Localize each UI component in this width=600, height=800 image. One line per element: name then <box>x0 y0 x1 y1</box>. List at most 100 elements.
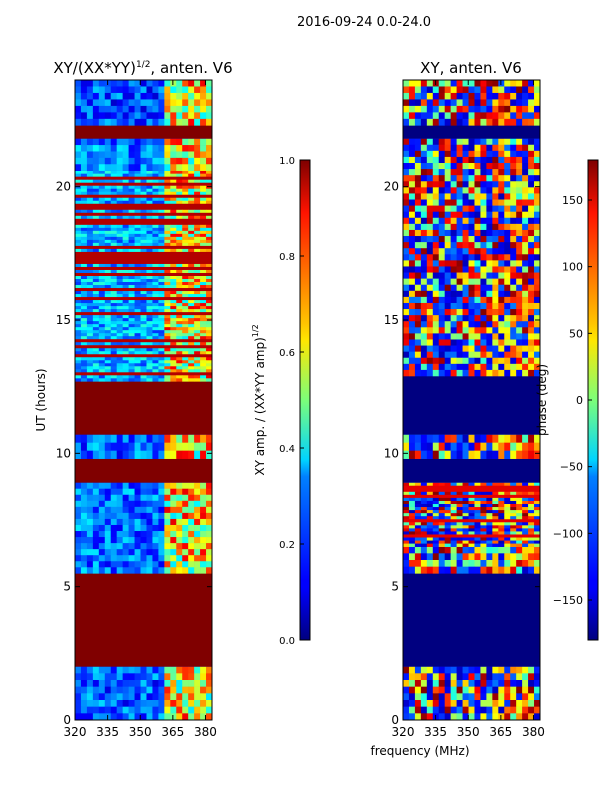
heatmap-cell <box>414 553 422 561</box>
heatmap-cell <box>206 488 212 496</box>
heatmap-cell <box>510 537 517 541</box>
heatmap-cell <box>158 239 165 244</box>
heatmap-cell <box>80 324 88 328</box>
heatmap-cell <box>116 315 123 319</box>
heatmap-cell <box>408 491 416 496</box>
heatmap-cell <box>522 553 529 561</box>
heatmap-cell <box>164 303 171 307</box>
heatmap-cell <box>200 378 207 382</box>
heatmap-cell <box>438 290 445 298</box>
heatmap-cell <box>116 179 123 184</box>
heatmap-cell <box>498 278 505 286</box>
heatmap-cell <box>98 375 106 379</box>
heatmap-cell <box>164 506 171 514</box>
heatmap-cell <box>414 99 422 107</box>
heatmap-cell <box>426 229 434 237</box>
heatmap-cell <box>474 434 481 443</box>
heatmap-cell <box>128 686 135 694</box>
heatmap-cell <box>176 215 183 220</box>
heatmap-cell <box>146 145 153 152</box>
heatmap-cell <box>498 217 505 225</box>
heatmap-cell <box>140 300 147 304</box>
heatmap-cell <box>188 164 195 171</box>
heatmap-cell <box>104 686 112 694</box>
heatmap-cell <box>188 236 195 241</box>
heatmap-cell <box>516 434 523 443</box>
heatmap-cell <box>128 360 135 364</box>
heatmap-cell <box>170 291 177 295</box>
heatmap-cell <box>98 300 106 304</box>
heatmap-cell <box>176 693 183 701</box>
heatmap-cell <box>468 363 475 371</box>
heatmap-cell <box>510 327 517 334</box>
heatmap-cell <box>158 488 165 496</box>
heatmap-cell <box>164 236 171 241</box>
heatmap-cell <box>206 282 212 286</box>
heatmap-cell <box>456 369 463 377</box>
heatmap-cell <box>408 223 416 231</box>
heatmap-cell <box>200 494 207 502</box>
heatmap-cell <box>176 327 183 331</box>
heatmap-cell <box>170 366 177 370</box>
heatmap-cell <box>468 510 475 514</box>
heatmap-cell <box>200 327 207 331</box>
heatmap-cell <box>75 561 82 568</box>
heatmap-cell <box>86 518 94 526</box>
heatmap-cell <box>152 164 159 171</box>
heatmap-cell <box>510 315 517 322</box>
heatmap-cell <box>200 209 207 214</box>
heatmap-cell <box>170 348 177 352</box>
heatmap-cell <box>510 351 517 359</box>
heatmap-cell <box>498 333 505 340</box>
heatmap-cell <box>140 363 147 367</box>
heatmap-cell <box>498 99 505 107</box>
heatmap-cell <box>486 450 493 459</box>
heatmap-cell <box>122 442 129 451</box>
heatmap-cell <box>200 224 207 229</box>
heatmap-cell <box>468 150 475 158</box>
heatmap-cell <box>206 357 212 361</box>
heatmap-cell <box>432 507 440 511</box>
heatmap-cell <box>462 333 469 340</box>
heatmap-cell <box>110 170 117 174</box>
heatmap-cell <box>110 494 117 502</box>
heatmap-cell <box>444 118 451 126</box>
heatmap-cell <box>98 686 106 694</box>
heatmap-cell <box>194 357 201 361</box>
heatmap-cell <box>450 236 457 243</box>
heatmap-cell <box>432 92 440 100</box>
heatmap-cell <box>474 516 481 520</box>
heatmap-cell <box>92 500 100 508</box>
heatmap-cell <box>86 450 94 459</box>
heatmap-cell <box>182 561 189 568</box>
heatmap-cell <box>170 112 177 120</box>
heatmap-cell <box>510 144 517 152</box>
heatmap-cell <box>128 321 135 325</box>
heatmap-cell <box>134 92 141 100</box>
heatmap-cell <box>414 540 422 544</box>
heatmap-cell <box>146 500 153 508</box>
heatmap-cell <box>534 175 540 182</box>
heatmap-cell <box>486 236 493 243</box>
heatmap-cell <box>456 118 463 126</box>
heatmap-cell <box>408 248 416 255</box>
heatmap-cell <box>122 179 129 184</box>
heatmap-cell <box>164 92 171 100</box>
heatmap-cell <box>170 151 177 159</box>
heatmap-cell <box>140 342 147 346</box>
heatmap-cell <box>182 375 189 379</box>
heatmap-cell <box>194 686 201 694</box>
heatmap-cell <box>140 230 147 235</box>
heatmap-cell <box>456 302 463 310</box>
heatmap-cell <box>444 500 451 505</box>
heatmap-cell <box>200 693 207 701</box>
heatmap-cell <box>450 513 457 517</box>
heatmap-cell <box>92 434 100 443</box>
heatmap-stripe <box>75 345 212 349</box>
heatmap-cell <box>134 112 141 120</box>
heatmap-cell <box>486 434 493 443</box>
heatmap-cell <box>75 549 82 556</box>
heatmap-cell <box>420 540 428 544</box>
heatmap-cell <box>426 560 434 567</box>
heatmap-cell <box>158 378 165 382</box>
